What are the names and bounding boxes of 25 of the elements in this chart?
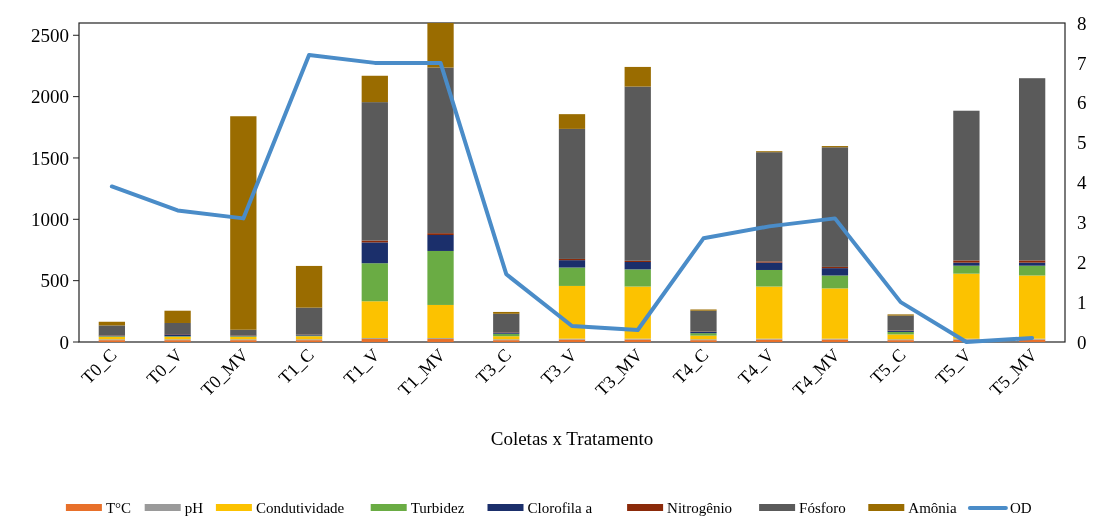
y2-tick-label: 7 — [1077, 52, 1087, 74]
legend-label: T°C — [105, 500, 132, 516]
y2-tick-label: 8 — [1077, 12, 1087, 34]
y-tick-label: 1500 — [31, 147, 69, 169]
legend-label: Clorofila a — [527, 500, 593, 516]
y2-tick-label: 1 — [1077, 291, 1087, 313]
x-axis-title: Coletas x Tratamento — [490, 428, 654, 449]
y2-tick-label: 4 — [1077, 172, 1087, 194]
y-tick-label: 0 — [59, 331, 69, 353]
y-tick-label: 2500 — [31, 24, 69, 46]
y-tick-label: 2000 — [31, 86, 69, 108]
legend-label: pH — [184, 500, 204, 516]
y2-tick-label: 5 — [1077, 132, 1087, 154]
y2-tick-label: 3 — [1077, 212, 1087, 234]
y-tick-label: 500 — [40, 270, 69, 292]
legend-label: Turbidez — [410, 500, 465, 516]
y-tick-label: 1000 — [31, 208, 69, 230]
legend-label: Condutividade — [255, 500, 345, 516]
y2-tick-label: 2 — [1077, 251, 1087, 273]
legend-label: OD — [1009, 500, 1032, 516]
y2-tick-label: 6 — [1077, 92, 1087, 114]
y2-tick-label: 0 — [1077, 331, 1087, 353]
legend-label: Nitrogênio — [667, 500, 733, 516]
legend-label: Amônia — [908, 500, 957, 516]
legend-label: Fósforo — [799, 500, 846, 516]
